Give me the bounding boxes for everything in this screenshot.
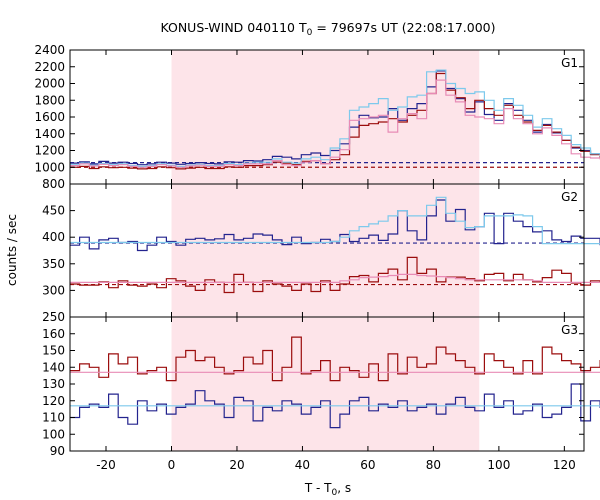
panel-label-g2: G2 bbox=[561, 190, 578, 204]
series-blue-step bbox=[70, 199, 600, 252]
y-tick-label: 250 bbox=[42, 310, 65, 324]
y-tick-label: 800 bbox=[42, 177, 65, 191]
x-tick-label: 100 bbox=[487, 458, 510, 472]
y-tick-label: 1400 bbox=[34, 127, 65, 141]
x-tick-label: 80 bbox=[426, 458, 441, 472]
y-tick-label: 2400 bbox=[34, 43, 65, 57]
y-tick-label: 120 bbox=[42, 394, 65, 408]
series-lightblue-step bbox=[70, 196, 600, 245]
y-tick-label: 130 bbox=[42, 377, 65, 391]
y-axis-label: counts / sec bbox=[5, 214, 19, 286]
y-tick-label: 90 bbox=[50, 444, 65, 458]
panel-g1: 800 1000 1200 1400 1600 1800 2000 2200 2400 G1 bbox=[34, 43, 600, 191]
y-tick-label: 450 bbox=[42, 204, 65, 218]
y-tick-label: 150 bbox=[42, 344, 65, 358]
y-tick-label: 2000 bbox=[34, 77, 65, 91]
x-tick-label: 20 bbox=[229, 458, 244, 472]
x-tick-label: 120 bbox=[553, 458, 576, 472]
y-tick-label: 1000 bbox=[34, 160, 65, 174]
x-tick-label: 0 bbox=[168, 458, 176, 472]
x-tick-label: 60 bbox=[360, 458, 375, 472]
shaded-interval bbox=[171, 317, 480, 451]
panel-label-g1: G1 bbox=[561, 56, 578, 70]
y-tick-label: 2200 bbox=[34, 60, 65, 74]
y-tick-label: 1600 bbox=[34, 110, 65, 124]
shaded-interval bbox=[171, 184, 480, 317]
y-tick-label: 400 bbox=[42, 230, 65, 244]
y-tick-label: 1800 bbox=[34, 93, 65, 107]
series-pink-step bbox=[70, 273, 600, 283]
panel-g2: 250 300 350 400 450 G2 bbox=[42, 183, 600, 324]
chart-title: KONUS-WIND 040110 T0 = 79697s UT (22:08:… bbox=[160, 20, 495, 38]
series-pink-step bbox=[70, 79, 600, 168]
x-tick-label: 40 bbox=[295, 458, 310, 472]
panel-g3: 90 100 110 120 130 140 150 160 G3 bbox=[42, 316, 600, 458]
series-red-step bbox=[70, 336, 600, 382]
y-tick-label: 300 bbox=[42, 283, 65, 297]
y-tick-label: 140 bbox=[42, 360, 65, 374]
y-tick-label: 100 bbox=[42, 427, 65, 441]
x-tick-label: -20 bbox=[96, 458, 116, 472]
y-tick-label: 110 bbox=[42, 411, 65, 425]
x-axis-label: T - T0, s bbox=[304, 481, 351, 498]
x-label-subscript: 0 bbox=[332, 488, 338, 498]
panels-group: 80010001200140016001800200022002400G1250… bbox=[34, 43, 600, 472]
y-tick-label: 1200 bbox=[34, 144, 65, 158]
title-subscript: 0 bbox=[307, 28, 313, 38]
panel-label-g3: G3 bbox=[561, 323, 578, 337]
y-tick-label: 160 bbox=[42, 327, 65, 341]
y-tick-label: 350 bbox=[42, 257, 65, 271]
series-red-step bbox=[70, 256, 600, 294]
